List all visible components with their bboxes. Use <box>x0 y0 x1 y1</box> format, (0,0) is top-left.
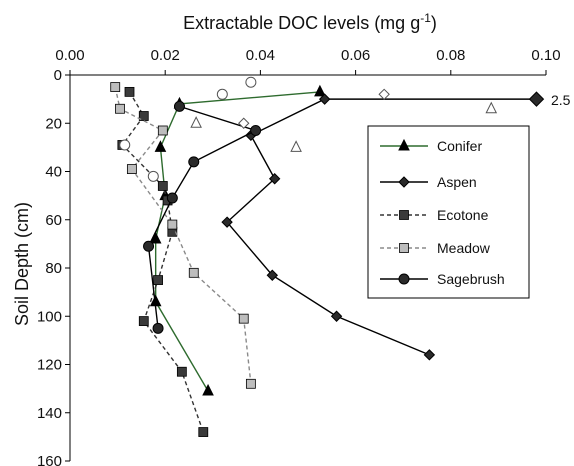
meadow-point <box>157 125 168 136</box>
y-tick-label: 120 <box>37 357 62 374</box>
aspen-point <box>221 216 233 228</box>
legend-label-meadow: Meadow <box>437 240 491 256</box>
x-axis-ticks: 0.00 0.02 0.04 0.06 0.08 0.10 <box>55 47 561 75</box>
y-tick-label: 20 <box>45 115 62 132</box>
series-layer <box>110 82 545 437</box>
meadow-line <box>114 86 252 384</box>
unconnected-points-layer <box>119 76 498 182</box>
y-tick-label: 140 <box>37 405 62 422</box>
legend-label-sagebrush: Sagebrush <box>437 271 505 287</box>
aspen-series <box>221 91 545 361</box>
meadow-point <box>110 82 121 92</box>
aspen-line <box>226 98 537 356</box>
open-circle-point <box>147 170 159 182</box>
legend-marker-aspen <box>398 176 410 188</box>
open-diamond-point <box>378 88 390 101</box>
open-triangle-point <box>485 101 498 114</box>
aspen-point <box>330 310 343 322</box>
aspen-point <box>528 91 545 107</box>
x-tick-label: 0.02 <box>151 47 180 64</box>
open-circle-point <box>245 76 257 88</box>
open-triangle-point <box>190 116 202 128</box>
ecotone-point <box>176 366 187 377</box>
aspen-point <box>266 269 279 281</box>
legend-label-aspen: Aspen <box>437 174 477 190</box>
open-circle-point <box>216 88 228 100</box>
meadow-point <box>126 164 137 174</box>
conifer-point <box>202 383 214 396</box>
x-tick-label: 0.06 <box>341 47 370 64</box>
ecotone-line <box>121 91 204 433</box>
x-tick-label: 0.04 <box>246 47 275 64</box>
ecotone-point <box>138 111 149 121</box>
meadow-point <box>115 103 125 114</box>
open-diamond-point <box>238 117 250 129</box>
aspen-point <box>268 173 281 185</box>
sagebrush-point <box>188 156 200 168</box>
legend-marker-ecotone <box>399 210 409 220</box>
sagebrush-point <box>143 240 155 252</box>
legend-label-ecotone: Ecotone <box>437 207 489 223</box>
conifer-line <box>154 91 320 392</box>
y-tick-label: 40 <box>45 164 62 181</box>
sagebrush-line <box>147 105 258 329</box>
ecotone-point <box>153 275 163 285</box>
open-triangle-point <box>290 140 302 152</box>
conifer-point <box>154 140 167 152</box>
ecotone-point <box>124 86 135 97</box>
meadow-point <box>188 267 199 278</box>
legend-label-conifer: Conifer <box>437 138 482 154</box>
legend-box <box>367 125 530 299</box>
y-axis-ticks: 0 20 40 60 80 100 120 140 160 <box>37 67 70 466</box>
x-tick-label: 0.00 <box>55 47 84 64</box>
x-tick-label: 0.10 <box>531 47 560 64</box>
ecotone-point <box>157 181 168 191</box>
sagebrush-point <box>166 192 178 204</box>
y-tick-label: 0 <box>54 67 62 84</box>
legend: Conifer Aspen Ecotone Meadow Sagebrush <box>367 125 530 299</box>
open-circle-point <box>119 139 131 151</box>
meadow-point <box>238 313 249 324</box>
y-tick-label: 80 <box>45 260 62 277</box>
legend-marker-meadow <box>399 243 409 253</box>
legend-marker-sagebrush <box>398 273 410 285</box>
meadow-series <box>110 82 256 389</box>
sagebrush-point <box>250 124 262 136</box>
x-axis-title: Extractable DOC levels (mg g-1) <box>183 11 437 33</box>
y-tick-label: 160 <box>37 453 62 466</box>
conifer-point <box>314 84 326 97</box>
x-tick-label: 0.08 <box>436 47 465 64</box>
ecotone-series <box>117 86 209 437</box>
y-tick-label: 100 <box>37 308 62 325</box>
meadow-point <box>245 378 256 389</box>
legend-marker-conifer <box>398 138 410 151</box>
sagebrush-point <box>152 322 164 334</box>
y-axis-title: Soil Depth (cm) <box>12 202 32 326</box>
ecotone-point <box>198 427 209 437</box>
y-tick-label: 60 <box>45 212 62 229</box>
offscale-annotation: 2.5 <box>551 92 571 108</box>
conifer-series <box>149 84 326 396</box>
sagebrush-point <box>173 100 185 112</box>
ecotone-point <box>138 316 149 326</box>
aspen-point <box>423 349 436 361</box>
aspen-point <box>318 93 331 105</box>
meadow-point <box>167 219 178 230</box>
